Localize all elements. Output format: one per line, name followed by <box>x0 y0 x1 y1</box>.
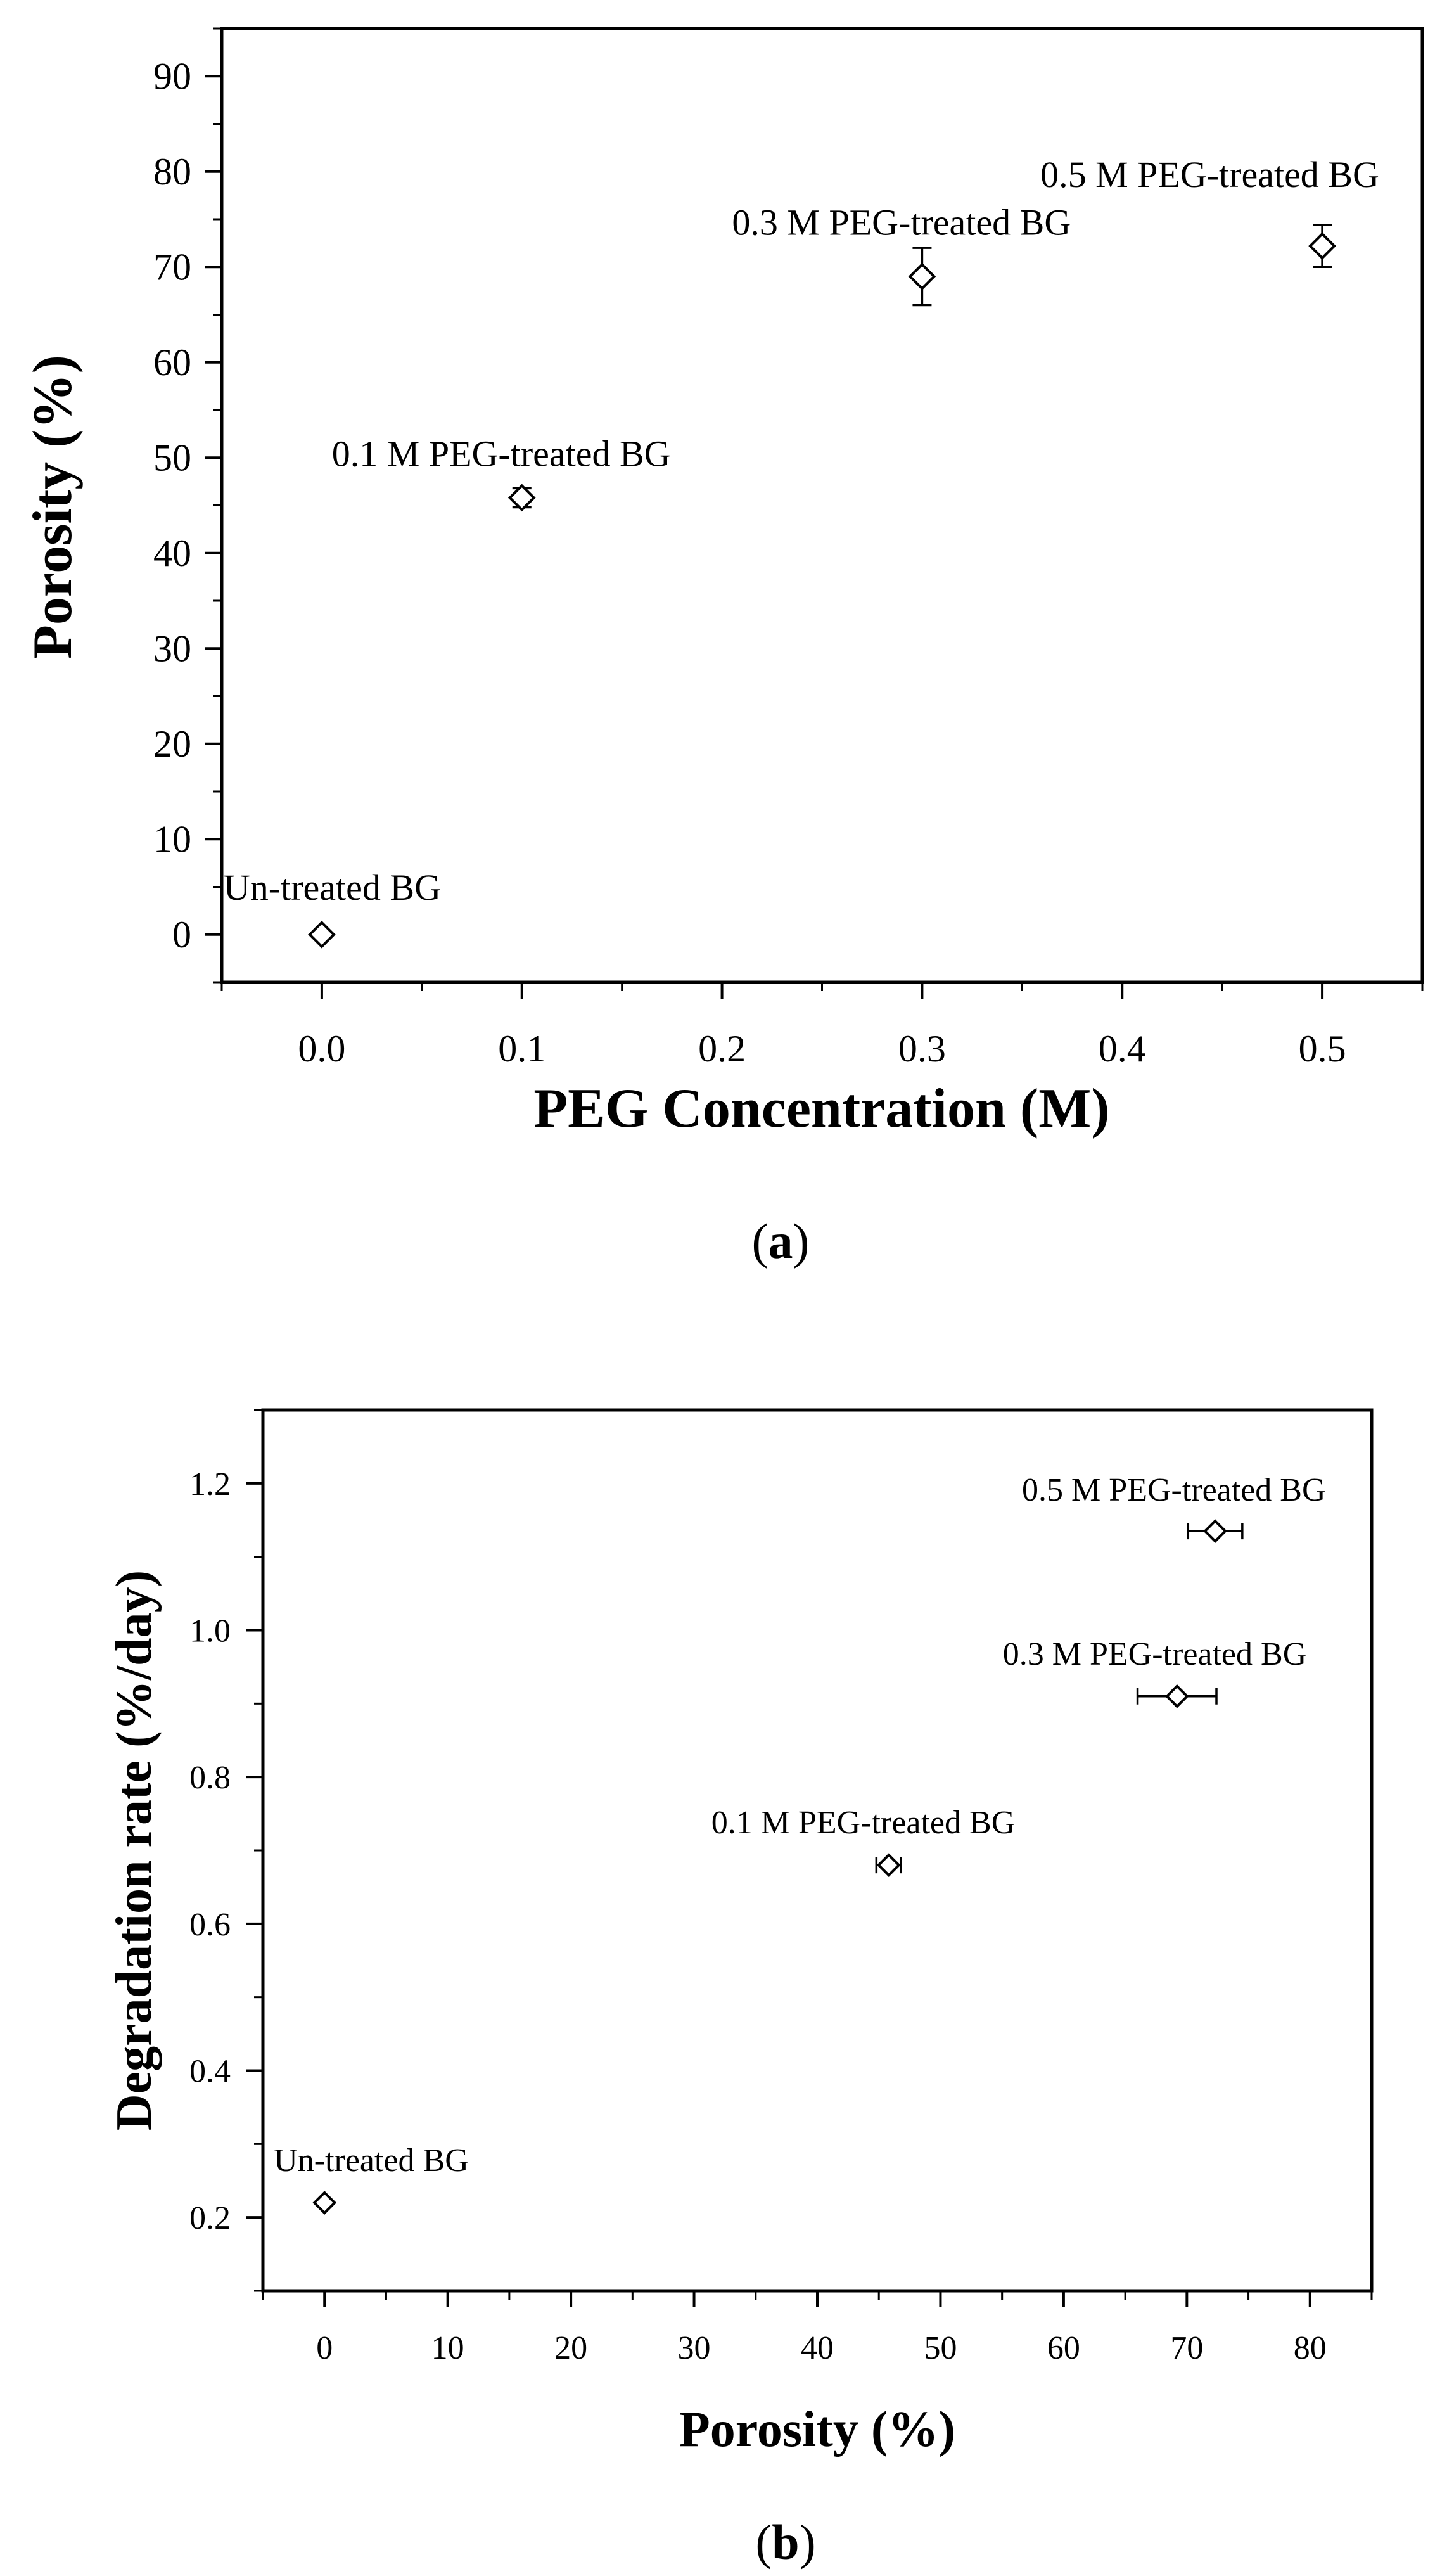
panel-a-x-axis-title: PEG Concentration (M) <box>533 1078 1109 1139</box>
panel-a-data-point <box>308 920 336 949</box>
panel-a-data-point <box>908 262 936 291</box>
panel-b-point-label: 0.3 M PEG-treated BG <box>1003 1636 1306 1672</box>
panel-b-y-tick-label: 0.6 <box>189 1907 231 1943</box>
panel-a-point-label: 0.5 M PEG-treated BG <box>1040 154 1379 195</box>
panel-a-data-point <box>507 484 536 512</box>
panel-a-y-tick-label: 20 <box>153 723 191 765</box>
panel-a-x-tick-label: 0.4 <box>1099 1028 1146 1070</box>
panel-b-x-tick-label: 70 <box>1170 2330 1203 2366</box>
panel-b-point-label: 0.1 M PEG-treated BG <box>711 1805 1015 1841</box>
panel-b-y-axis-title: Degradation rate (%/day) <box>106 1570 162 2131</box>
panel-a-caption: (a) <box>752 1214 810 1269</box>
panel-b-point-labels: Un-treated BG 0.1 M PEG-treated BG 0.3 M P… <box>274 1472 1325 2179</box>
panel-b-y-tick-label: 1.2 <box>189 1466 231 1503</box>
panel-a-y-ticks: 0 10 20 30 40 50 60 70 80 90 <box>153 27 222 984</box>
panel-b-data-point <box>1164 1684 1189 1708</box>
panel-a-y-tick-label: 0 <box>172 914 191 956</box>
panel-a-y-tick-label: 60 <box>153 342 191 383</box>
panel-a-point-label: 0.3 M PEG-treated BG <box>732 202 1071 243</box>
panel-a-y-tick-label: 80 <box>153 151 191 193</box>
panel-a-x-tick-label: 0.5 <box>1299 1028 1346 1070</box>
panel-b-x-tick-label: 10 <box>431 2330 464 2366</box>
panel-b-x-tick-label: 30 <box>678 2330 711 2366</box>
panel-b-x-tick-label: 50 <box>924 2330 957 2366</box>
panel-b-point-label: Un-treated BG <box>274 2143 469 2179</box>
panel-a-y-tick-label: 90 <box>153 55 191 97</box>
panel-b-x-tick-label: 80 <box>1294 2330 1327 2366</box>
panel-a-y-tick-label: 40 <box>153 532 191 574</box>
panel-a-y-tick-label: 10 <box>153 818 191 860</box>
panel-b-x-ticks: 0 10 20 30 40 50 60 70 80 <box>262 2291 1373 2366</box>
panel-a-x-tick-label: 0.1 <box>498 1028 545 1070</box>
panel-a-point-label: 0.1 M PEG-treated BG <box>332 433 671 474</box>
panel-b-markers <box>312 1519 1227 2215</box>
panel-b-point-label: 0.5 M PEG-treated BG <box>1022 1472 1325 1508</box>
panel-a-markers <box>308 232 1336 949</box>
panel-b-y-tick-label: 0.2 <box>189 2200 231 2236</box>
panel-b-y-tick-label: 0.8 <box>189 1760 231 1796</box>
panel-b-y-tick-label: 1.0 <box>189 1613 231 1650</box>
panel-a-y-axis-title: Porosity (%) <box>22 355 84 659</box>
panel-b-x-tick-label: 40 <box>801 2330 834 2366</box>
panel-b-data-point <box>312 2191 337 2215</box>
panel-a-data-point <box>1308 232 1336 260</box>
panel-b-data-point <box>1203 1519 1227 1543</box>
panel-a-x-tick-label: 0.3 <box>898 1028 946 1070</box>
panel-a-y-tick-label: 50 <box>153 437 191 478</box>
panel-b-y-tick-label: 0.4 <box>189 2054 231 2090</box>
panel-b-chart: 0 10 20 30 40 50 60 70 80 0.2 0.4 0.6 0.8 1.0 1.2 Un-… <box>106 1408 1374 2570</box>
panel-a-y-tick-label: 70 <box>153 246 191 288</box>
panel-a-point-label: Un-treated BG <box>224 867 441 908</box>
panel-b-x-tick-label: 60 <box>1047 2330 1080 2366</box>
panel-a-point-labels: Un-treated BG 0.1 M PEG-treated BG 0.3 M P… <box>224 154 1379 908</box>
panel-b-y-ticks: 0.2 0.4 0.6 0.8 1.0 1.2 <box>189 1409 263 2292</box>
panel-b-x-axis-title: Porosity (%) <box>679 2402 955 2457</box>
panel-a-x-tick-label: 0.0 <box>298 1028 345 1070</box>
panel-a-chart: 0.0 0.1 0.2 0.3 0.4 0.5 0 10 20 30 40 50 60 70 80 90 U… <box>22 27 1424 1269</box>
panel-b-x-tick-label: 20 <box>554 2330 587 2366</box>
panel-a-y-tick-label: 30 <box>153 627 191 669</box>
panel-a-x-tick-label: 0.2 <box>698 1028 746 1070</box>
panel-b-data-point <box>876 1853 901 1877</box>
panel-b-caption: (b) <box>755 2515 815 2570</box>
panel-b-x-tick-label: 0 <box>316 2330 333 2366</box>
panel-a-x-ticks: 0.0 0.1 0.2 0.3 0.4 0.5 <box>220 982 1424 1070</box>
